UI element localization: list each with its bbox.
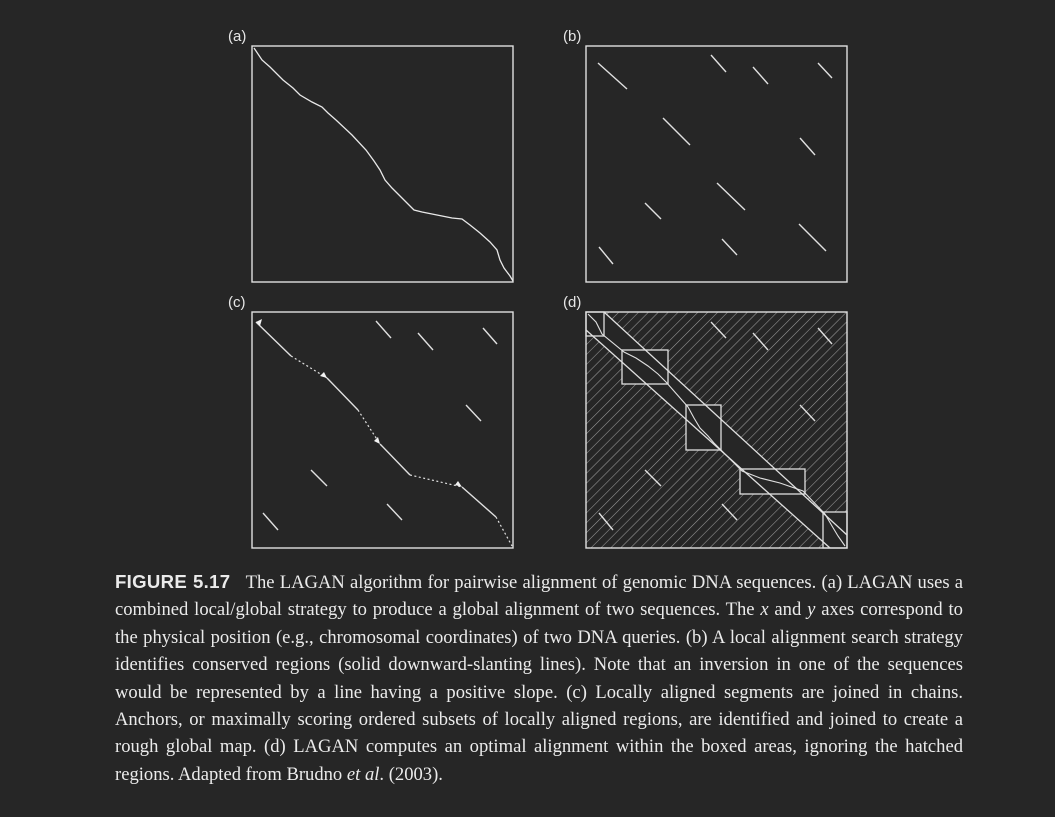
hatched-region [586,312,847,548]
figure-caption: FIGURE 5.17 The LAGAN algorithm for pair… [115,568,963,788]
caption-text: . (2003). [379,763,443,785]
panel-a [251,45,514,283]
local-segment [799,137,816,156]
local-segment [721,503,738,521]
anchor-arrow [374,437,380,444]
local-segment [798,223,827,252]
panel-b-frame [585,45,848,283]
local-segment [310,469,328,487]
panel-label-d: (d) [563,294,581,311]
local-segment [817,327,833,345]
et-al: et al [346,763,380,785]
local-segment [799,404,816,422]
band-edge [603,311,848,536]
panel-c [251,311,514,549]
local-segment [597,62,628,90]
local-segment [644,469,662,487]
local-segment [817,62,833,79]
local-segment [662,117,691,146]
panel-d-frame [585,311,848,549]
alignment-box [685,404,722,451]
caption-text: and [768,599,808,621]
local-segment [598,246,614,265]
x-variable: x [760,599,769,621]
local-segment [716,182,746,211]
local-segment [752,332,769,351]
panel-label-b: (b) [563,28,581,45]
local-segment [262,512,279,531]
panel-c-frame [251,311,514,549]
local-segment [386,503,403,521]
figure-diagrams: (a) (b) (c) (d) [228,28,848,549]
anchor-arrow [256,319,262,326]
local-segment [752,66,769,85]
local-segment [710,54,727,73]
caption-text: axes correspond to the physical position… [115,599,963,785]
anchor-arrow [455,481,462,487]
chain-link [409,474,463,488]
global-alignment-path [253,47,514,282]
panel-label-a: (a) [228,28,246,45]
chain-segment [326,377,359,411]
panel-d [585,311,848,549]
local-segment [721,238,738,256]
caption-text: The LAGAN algorithm for pairwise alignme… [115,572,964,621]
local-segment [375,320,392,339]
figure-label: FIGURE 5.17 [115,571,231,592]
local-segment [465,404,482,422]
panel-label-c: (c) [228,294,246,311]
alignment-box [621,349,669,385]
anchor-arrow [320,372,327,378]
chain-segment [461,486,497,518]
local-segment [482,327,498,345]
chain-segment [379,443,411,476]
local-segment [710,321,727,339]
local-segment [417,332,434,351]
band-edge [585,329,831,549]
chain-segment [255,321,292,357]
local-segment [644,202,662,220]
chain-link [495,516,513,547]
local-segment [598,512,614,531]
alignment-box [739,468,806,495]
y-variable: y [807,599,816,621]
optimal-alignment-path [587,313,846,547]
panel-a-frame [251,45,514,283]
panel-b [585,45,848,283]
